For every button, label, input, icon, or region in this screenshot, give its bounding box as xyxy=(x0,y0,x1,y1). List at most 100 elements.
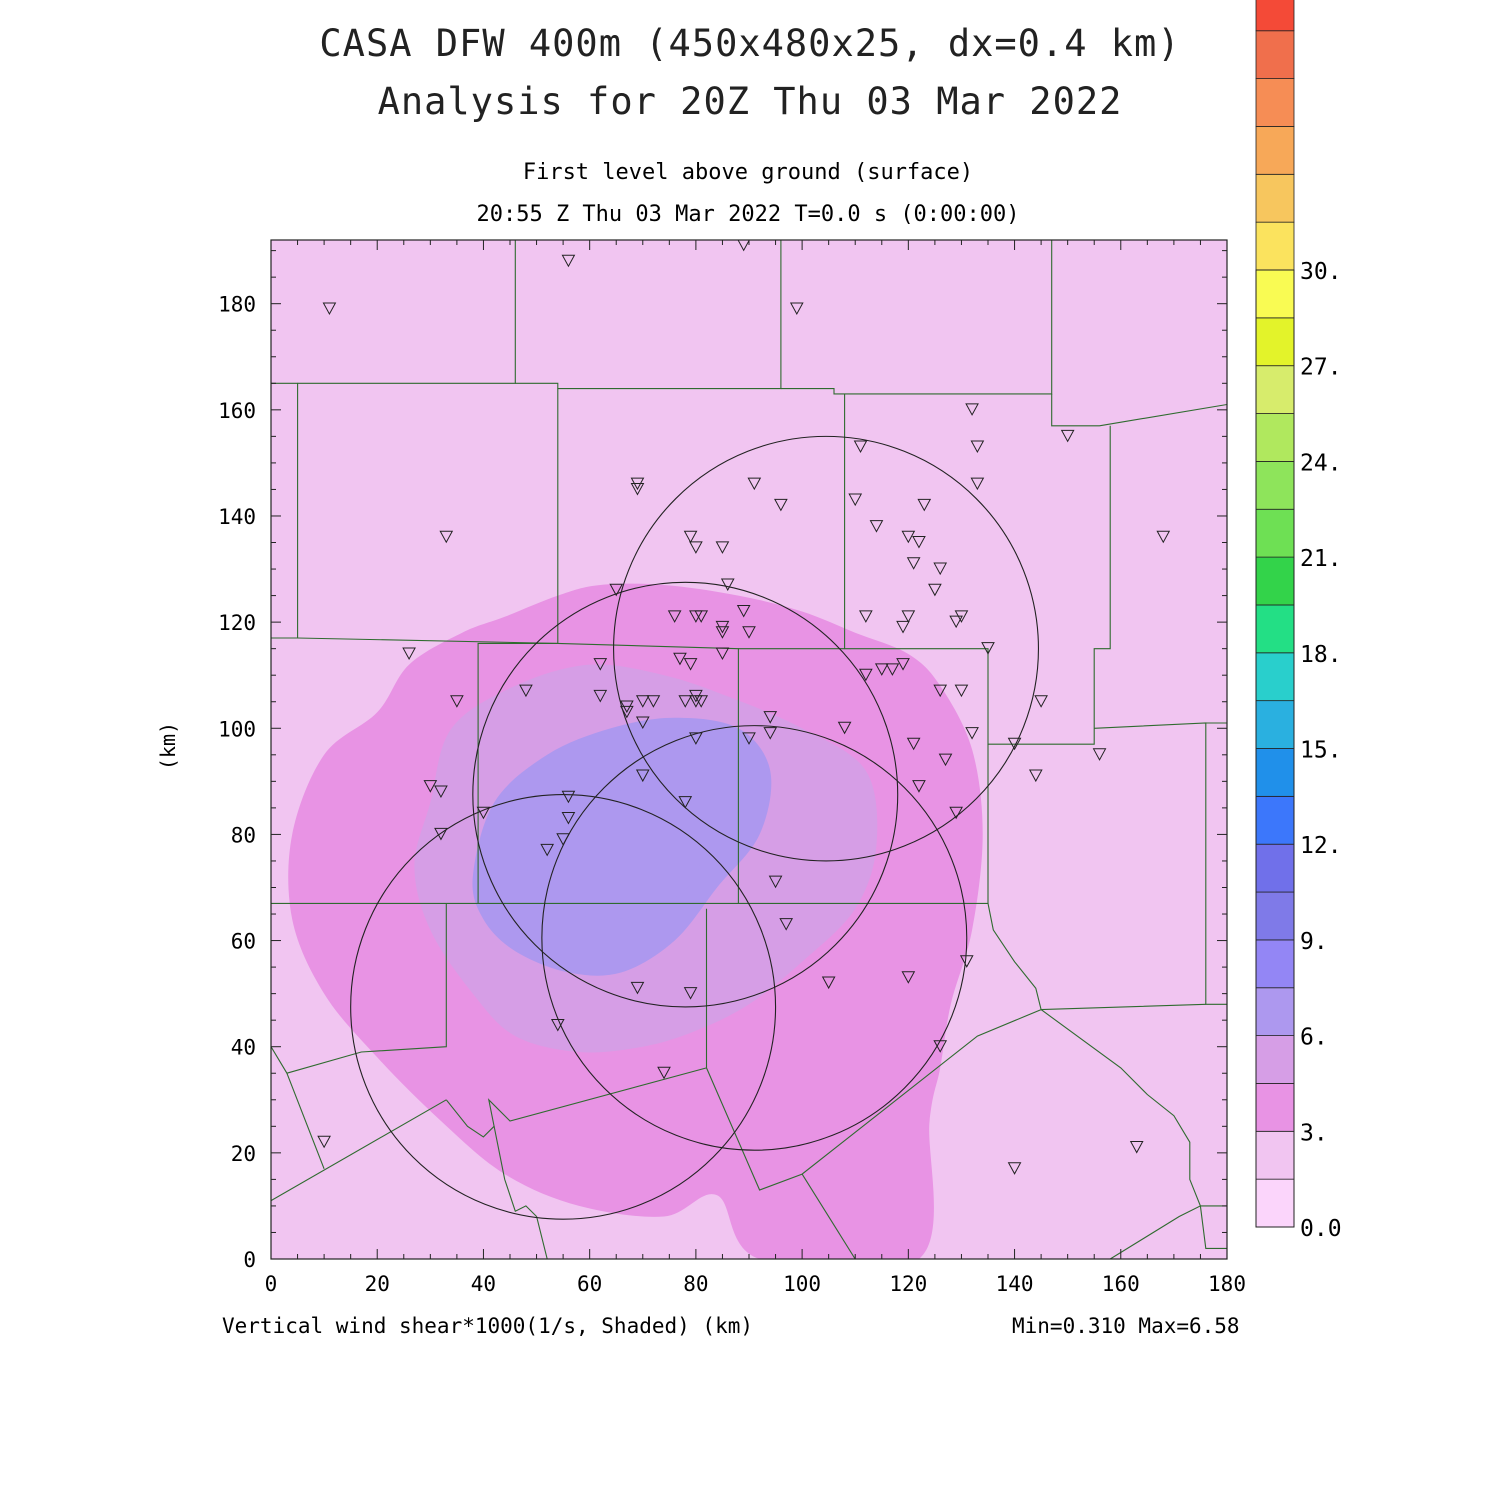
county-boundaries xyxy=(271,240,1227,1259)
station-marker xyxy=(1060,429,1075,443)
colorbar-bin xyxy=(1255,652,1295,702)
station-marker xyxy=(901,610,916,623)
station-marker xyxy=(715,626,730,639)
station-marker xyxy=(322,302,337,316)
y-tick-label: 80 xyxy=(231,823,256,847)
station-marker xyxy=(1028,769,1043,783)
colorbar-tick-label: 24. xyxy=(1300,450,1342,476)
station-marker xyxy=(1129,1141,1144,1154)
colorbar-bin xyxy=(1255,1178,1295,1228)
colorbar-bin xyxy=(1255,987,1295,1036)
radar-ring-0 xyxy=(472,581,899,1008)
station-marker xyxy=(742,732,756,745)
station-marker xyxy=(715,541,730,554)
colorbar-bin xyxy=(1255,173,1295,223)
station-marker xyxy=(965,403,979,416)
station-marker xyxy=(933,1040,948,1053)
station-marker xyxy=(439,530,454,544)
station-marker xyxy=(609,583,624,597)
station-marker xyxy=(896,620,910,634)
colorbar-bin xyxy=(1255,556,1295,606)
station-marker xyxy=(821,976,836,990)
colorbar-bin xyxy=(1255,413,1295,462)
y-tick-label: 20 xyxy=(231,1142,256,1166)
colorbar-bin xyxy=(1255,30,1295,79)
station-marker xyxy=(678,796,693,809)
station-marker xyxy=(885,663,900,676)
station-marker xyxy=(519,684,533,698)
station-marker xyxy=(874,663,889,676)
y-tick-label: 120 xyxy=(218,611,256,635)
station-marker xyxy=(673,652,687,666)
station-marker xyxy=(434,827,448,841)
station-marker xyxy=(779,918,794,931)
station-marker xyxy=(715,647,730,661)
colorbar-tick-label: 21. xyxy=(1300,546,1342,572)
station-marker xyxy=(635,695,650,708)
station-marker xyxy=(933,684,948,698)
boundary-line-20 xyxy=(801,1173,856,1259)
chart-title-line2: Analysis for 20Z Thu 03 Mar 2022 xyxy=(377,80,1123,123)
colorbar: 0.0 3. 6. 9. 12. 15. 18. 21. 24. 27. 30. xyxy=(1255,0,1342,1242)
station-marker xyxy=(949,615,963,629)
station-marker xyxy=(646,695,661,708)
station-marker xyxy=(620,700,634,714)
station-marker xyxy=(630,482,645,496)
station-marker xyxy=(561,790,576,804)
boundary-line-4 xyxy=(1051,393,1227,427)
station-marker xyxy=(970,440,985,454)
station-marker xyxy=(635,716,650,730)
x-tick-label: 140 xyxy=(996,1272,1034,1296)
radar-rings xyxy=(350,435,1040,1220)
time-subtitle: 20:55 Z Thu 03 Mar 2022 T=0.0 s (0:00:00… xyxy=(476,202,1020,227)
station-marker xyxy=(912,780,926,793)
station-marker xyxy=(476,806,491,820)
boundary-line-13 xyxy=(987,903,1206,1011)
station-marker xyxy=(1092,748,1107,761)
boundary-line-21 xyxy=(493,1126,548,1259)
station-marker xyxy=(837,721,852,735)
station-marker xyxy=(981,642,995,655)
boundary-line-14 xyxy=(271,903,447,1074)
colorbar-bin xyxy=(1255,126,1295,175)
colorbar-bin xyxy=(1255,508,1295,558)
station-marker xyxy=(556,833,570,846)
station-marker xyxy=(657,1066,671,1080)
station-marker xyxy=(853,440,868,454)
station-marker xyxy=(593,658,608,671)
colorbar-tick-label: 18. xyxy=(1300,642,1342,668)
station-marker xyxy=(763,727,778,740)
colorbar-bin xyxy=(1255,221,1295,271)
colorbar-tick-label: 0.0 xyxy=(1300,1216,1342,1242)
boundary-line-0 xyxy=(271,382,299,639)
boundary-line-23 xyxy=(1040,1009,1227,1249)
x-tick-label: 180 xyxy=(1208,1272,1246,1296)
colorbar-bin xyxy=(1255,365,1295,414)
station-marker xyxy=(1034,695,1048,708)
station-marker xyxy=(550,1018,565,1032)
station-marker xyxy=(561,254,576,268)
station-marker xyxy=(970,477,985,491)
colorbar-tick-label: 15. xyxy=(1300,738,1342,764)
shear-field xyxy=(271,240,1227,1259)
colorbar-bin xyxy=(1255,460,1295,510)
station-marker xyxy=(912,536,926,549)
x-tick-label: 80 xyxy=(683,1272,708,1296)
x-tick-label: 60 xyxy=(577,1272,602,1296)
y-tick-label: 40 xyxy=(231,1036,256,1060)
boundary-line-11 xyxy=(1094,722,1227,1005)
colorbar-bin xyxy=(1255,700,1295,749)
station-marker xyxy=(694,610,709,623)
station-marker xyxy=(933,562,948,576)
station-marker xyxy=(747,477,762,491)
station-marker xyxy=(736,605,751,618)
station-marker xyxy=(620,705,634,719)
station-marker xyxy=(906,737,921,751)
x-tick-label: 120 xyxy=(889,1272,927,1296)
colorbar-tick-label: 27. xyxy=(1300,355,1342,381)
colorbar-bin xyxy=(1255,939,1295,989)
colorbar-tick-label: 6. xyxy=(1300,1025,1328,1051)
colorbar-bin xyxy=(1255,843,1295,893)
y-tick-label: 60 xyxy=(231,930,256,954)
radar-ring-3 xyxy=(350,794,777,1220)
